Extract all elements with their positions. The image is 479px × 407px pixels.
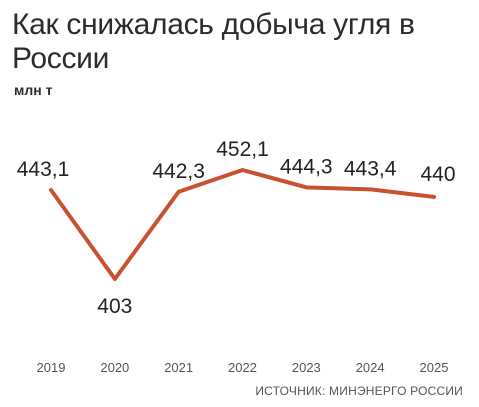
data-label: 440 — [420, 163, 455, 186]
chart-title: Как снижалась добыча угля в России — [12, 8, 415, 75]
source-note: ИСТОЧНИК: МИНЭНЕРГО РОССИИ — [255, 384, 463, 398]
data-label: 443,1 — [17, 158, 70, 181]
data-label: 444,3 — [280, 155, 333, 178]
data-label: 452,1 — [216, 138, 269, 161]
data-label: 443,4 — [344, 157, 397, 180]
data-label: 442,3 — [152, 160, 205, 183]
x-tick-label: 2019 — [37, 360, 66, 375]
unit-label: млн т — [14, 82, 53, 98]
data-label: 403 — [97, 295, 132, 318]
series-line — [49, 168, 436, 281]
x-tick-label: 2022 — [228, 360, 257, 375]
x-tick-label: 2023 — [292, 360, 321, 375]
x-tick-label: 2020 — [100, 360, 129, 375]
x-tick-label: 2024 — [356, 360, 385, 375]
x-tick-label: 2025 — [420, 360, 449, 375]
x-tick-label: 2021 — [164, 360, 193, 375]
